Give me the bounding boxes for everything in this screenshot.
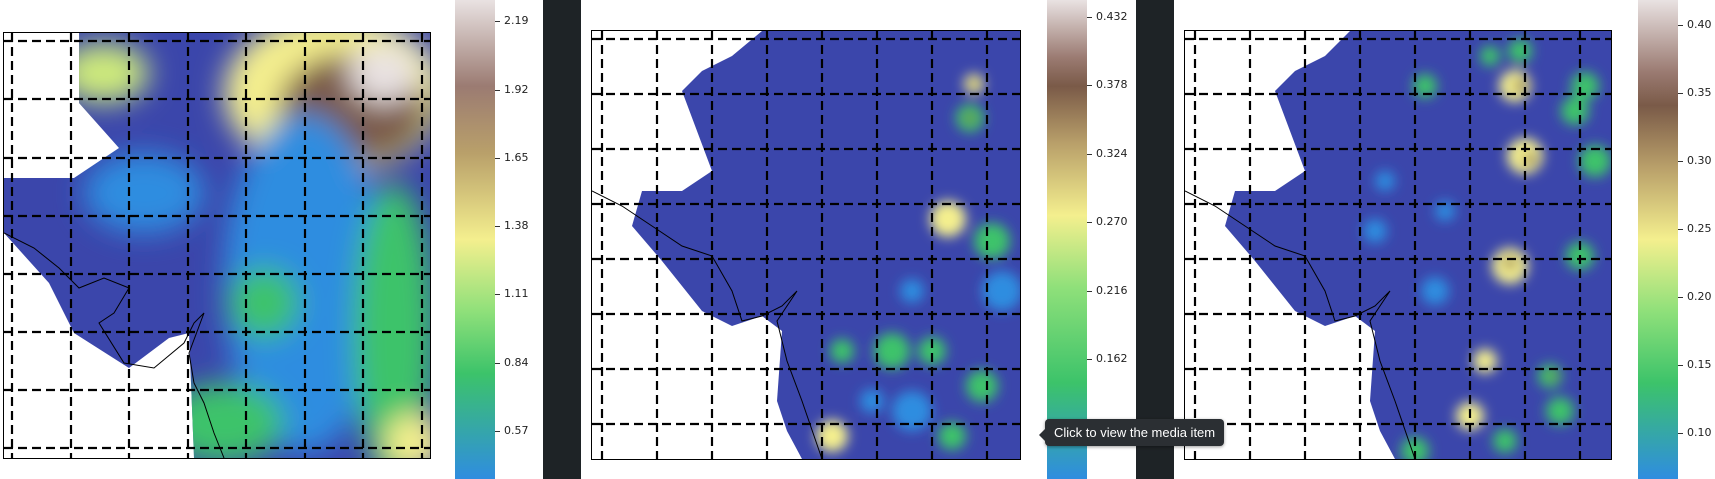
map-plot-3 [1184, 30, 1612, 460]
map-panel-3[interactable]: 0.40 0.35 0.30 0.25 0.20 0.15 0.10 [1174, 0, 1715, 479]
heatmap-1 [4, 33, 430, 458]
map-panel-1[interactable]: 2.19 1.92 1.65 1.38 1.11 0.84 0.57 [0, 0, 540, 479]
colorbar-3 [1638, 0, 1678, 479]
map-panel-2[interactable]: 0.432 0.378 0.324 0.270 0.216 0.162 [581, 0, 1136, 479]
media-tooltip[interactable]: Click to view the media item [1038, 419, 1225, 446]
heatmap-2 [592, 31, 1020, 459]
heatmap-3 [1185, 31, 1611, 459]
colorbar-2 [1047, 0, 1087, 479]
map-plot-1 [3, 32, 431, 459]
colorbar-1 [455, 0, 495, 479]
divider-2 [1136, 0, 1174, 479]
divider-1 [543, 0, 581, 479]
map-plot-2 [591, 30, 1021, 460]
